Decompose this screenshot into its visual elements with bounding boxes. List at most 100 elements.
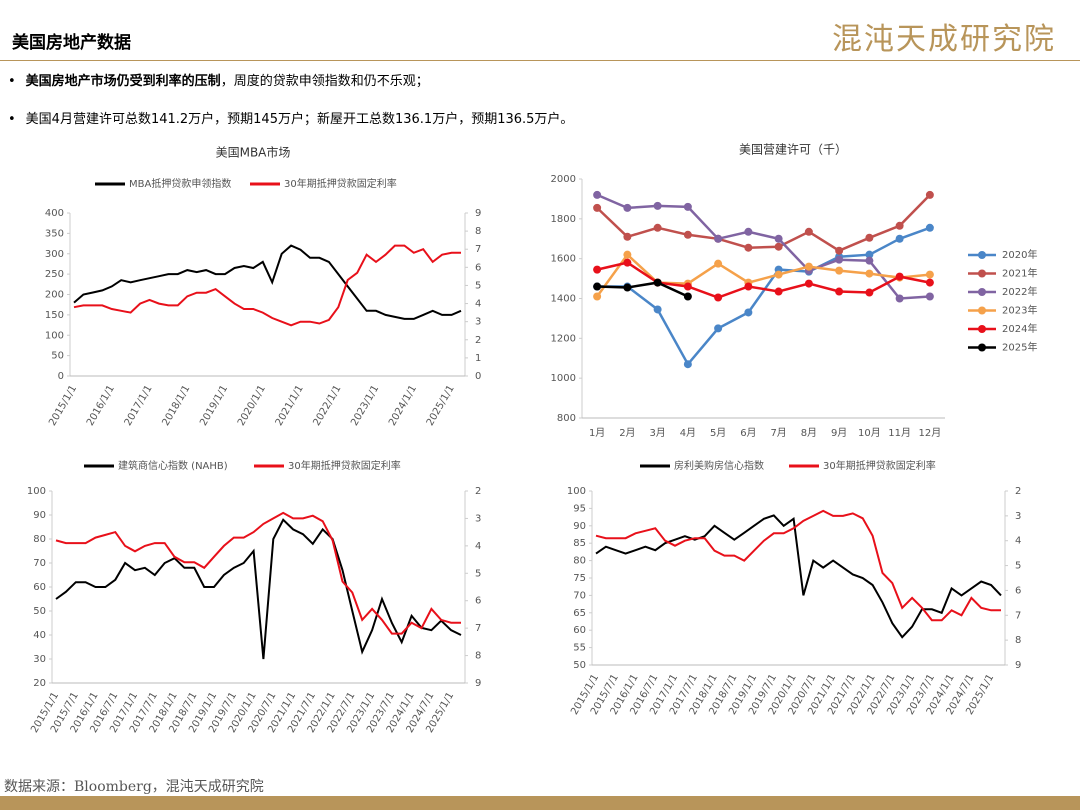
point	[895, 234, 904, 243]
y2-tick-label: 9	[475, 208, 481, 219]
y2-tick-label: 2	[475, 486, 481, 497]
point	[623, 203, 632, 212]
y2-tick-label: 6	[475, 262, 481, 273]
series-line	[597, 281, 689, 298]
y2-tick-label: 4	[475, 541, 481, 552]
legend-label: 2024年	[1002, 322, 1037, 335]
x-tick-label: 2020/1/1	[236, 384, 268, 428]
y-tick-label: 40	[33, 630, 46, 641]
legend-marker	[978, 288, 986, 296]
x-tick-label: 2018/1/1	[160, 384, 192, 428]
y2-tick-label: 8	[475, 651, 481, 662]
series-line	[595, 509, 1001, 622]
y-tick-label: 55	[573, 643, 586, 654]
point	[804, 227, 813, 236]
bullet-text: ，周度的贷款申领指数和仍不乐观；	[220, 74, 429, 89]
point	[714, 324, 723, 333]
point	[835, 287, 844, 296]
y2-tick-label: 1	[475, 353, 481, 364]
y-tick-label: 300	[45, 249, 64, 260]
x-tick-label: 2024/1/1	[387, 384, 419, 428]
x-tick-label: 8月	[801, 427, 817, 439]
page-title: 美国房地产数据	[12, 33, 131, 53]
point	[895, 221, 904, 230]
series-line	[73, 244, 462, 320]
point	[653, 201, 662, 210]
point	[925, 278, 934, 287]
y-tick-label: 20	[33, 678, 46, 689]
point	[683, 202, 692, 211]
chart-title: 美国MBA市场	[216, 145, 291, 160]
point	[774, 242, 783, 251]
legend-marker	[978, 269, 986, 278]
legend-label: 2021年	[1002, 267, 1037, 280]
y2-tick-label: 4	[1015, 536, 1021, 547]
y-tick-label: 1800	[551, 214, 576, 225]
bullet-text: 美国4月营建许可总数141.2万户，预期145万户；新屋开工总数136.1万户，…	[25, 112, 574, 127]
y2-tick-label: 9	[1015, 660, 1021, 671]
y-tick-label: 50	[573, 660, 586, 671]
x-tick-label: 3月	[649, 427, 665, 439]
y-tick-label: 100	[567, 486, 586, 497]
point	[744, 282, 753, 291]
series-line	[596, 193, 930, 300]
point	[925, 190, 934, 199]
legend-label: 2025年	[1002, 341, 1037, 354]
series-line	[55, 518, 462, 660]
point	[865, 250, 874, 259]
point	[744, 308, 753, 317]
y2-tick-label: 6	[475, 596, 481, 607]
point	[804, 262, 813, 271]
point	[653, 278, 662, 287]
x-tick-label: 2025/1/1	[425, 384, 457, 428]
y-tick-label: 150	[45, 310, 64, 321]
point	[774, 270, 783, 279]
legend-label: 30年期抵押贷款固定利率	[284, 177, 397, 190]
point	[774, 287, 783, 296]
y-tick-label: 65	[573, 608, 586, 619]
point	[925, 292, 934, 301]
y-tick-label: 50	[33, 606, 46, 617]
x-tick-label: 12月	[919, 427, 942, 439]
legend-label: 2020年	[1002, 248, 1037, 261]
legend-marker	[978, 343, 986, 352]
x-tick-label: 2019/1/1	[198, 384, 230, 428]
series-line	[73, 244, 461, 327]
point	[774, 234, 783, 243]
point	[714, 259, 723, 268]
y2-tick-label: 7	[475, 623, 481, 634]
y-tick-label: 75	[573, 573, 586, 584]
point	[623, 258, 632, 267]
series-line	[597, 226, 931, 367]
legend-marker	[978, 306, 986, 315]
point	[835, 246, 844, 255]
point	[623, 283, 632, 292]
legend-marker	[978, 325, 986, 333]
x-tick-label: 4月	[680, 427, 696, 439]
y2-tick-label: 2	[475, 335, 481, 346]
y2-tick-label: 7	[1015, 610, 1021, 621]
bullet: 美国房地产市场仍受到利率的压制，周度的贷款申领指数和仍不乐观；	[8, 70, 429, 89]
y2-tick-label: 5	[475, 280, 481, 291]
header-rule	[0, 60, 1080, 61]
y-tick-label: 1400	[551, 294, 576, 305]
x-tick-label: 11月	[888, 427, 911, 439]
point	[744, 243, 753, 252]
point	[895, 294, 904, 303]
y-tick-label: 350	[45, 228, 64, 239]
y2-tick-label: 4	[475, 299, 481, 310]
y-tick-label: 90	[573, 521, 586, 532]
point	[865, 233, 874, 242]
point	[683, 230, 692, 239]
x-tick-label: 5月	[710, 427, 726, 439]
legend-label: 30年期抵押贷款固定利率	[823, 459, 936, 472]
x-tick-label: 2016/1/1	[85, 384, 117, 428]
y-tick-label: 250	[45, 269, 64, 280]
point	[653, 223, 662, 232]
point	[714, 293, 723, 302]
x-tick-label: 2023/1/1	[349, 384, 381, 428]
legend-label: MBA抵押贷款申领指数	[129, 177, 231, 190]
point	[593, 190, 602, 199]
